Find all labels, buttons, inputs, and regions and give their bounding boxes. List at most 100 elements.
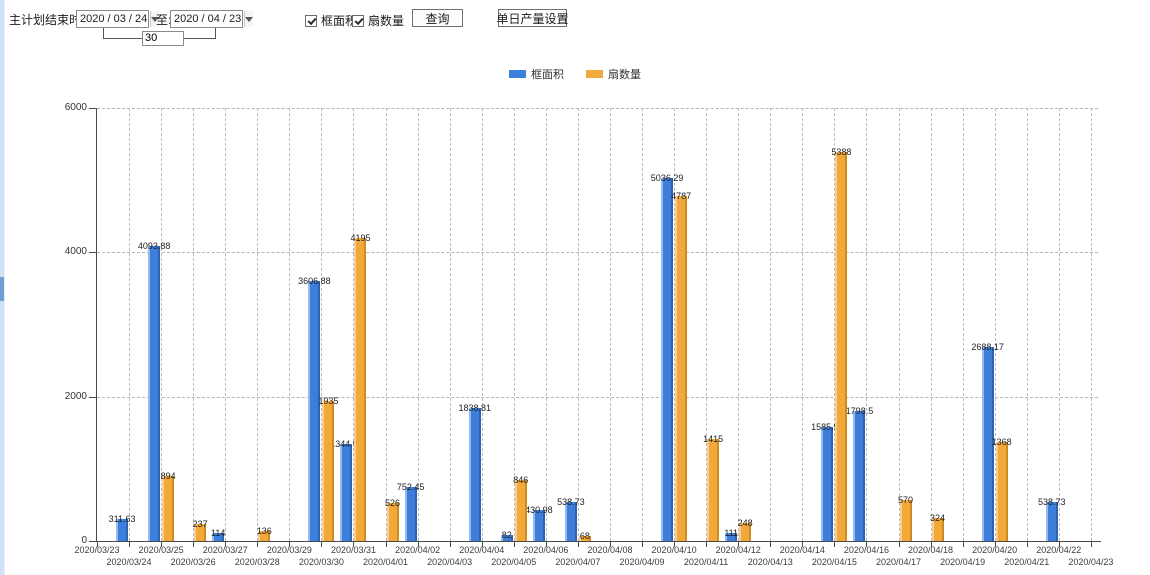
date-from-value: 2020 / 03 / 24 (80, 13, 148, 25)
query-button[interactable]: 查询 (412, 9, 463, 27)
x-axis-tick (1058, 542, 1060, 547)
bar-value-label: 1585.96 (811, 421, 844, 432)
window-left-border (0, 0, 5, 575)
gridline-vertical (642, 108, 644, 541)
bar-fan-count (739, 523, 752, 541)
x-axis-date-label: 2020/04/12 (715, 545, 761, 555)
legend-swatch-frame-area (509, 70, 526, 78)
x-axis-tick (994, 542, 996, 547)
x-axis-date-label: 2020/03/26 (170, 557, 216, 567)
chevron-down-icon (151, 16, 160, 22)
bar-value-label: 4787 (671, 190, 692, 201)
frame-area-checkbox[interactable]: 框面积 (305, 12, 357, 29)
checkbox-checked-icon[interactable] (352, 14, 364, 27)
x-axis-date-label: 2020/04/17 (875, 557, 922, 567)
date-to-combobox[interactable]: 2020 / 04 / 23 (170, 10, 254, 28)
bar-value-label: 5388 (831, 147, 852, 158)
bar-fan-count (931, 517, 944, 541)
bar-value-label: 1368 (991, 437, 1012, 448)
interval-connector-line (103, 38, 142, 39)
x-axis-date-label: 2020/04/05 (491, 557, 537, 567)
bar-value-label: 430.98 (525, 504, 553, 515)
x-axis-tick (97, 542, 98, 547)
bar-value-label: 894 (160, 471, 176, 482)
bar-frame-area (308, 280, 321, 541)
bar-fan-count (194, 523, 207, 541)
x-axis-tick (834, 542, 836, 547)
bar-value-label: 311.63 (108, 513, 136, 524)
legend-item-frame-area: 框面积 (509, 66, 564, 82)
y-axis-tick (89, 252, 96, 254)
bar-frame-area (821, 426, 834, 541)
gridline-vertical (866, 108, 868, 541)
date-to-dropdown-button[interactable] (244, 11, 254, 27)
bar-frame-area (725, 532, 738, 541)
x-axis-date-label: 2020/04/07 (555, 557, 601, 567)
x-axis-tick (481, 542, 483, 547)
x-axis-tick (545, 542, 547, 547)
x-axis-date-label: 2020/04/13 (747, 557, 793, 567)
bar-value-label: 4093.88 (137, 240, 171, 251)
bar-value-label: 526 (385, 498, 401, 509)
y-axis-tick-label: 2000 (64, 390, 87, 402)
y-axis-tick-label: 6000 (64, 102, 87, 113)
checkbox-checked-icon[interactable] (305, 14, 317, 27)
x-axis-tick (417, 542, 419, 547)
x-axis-tick (321, 542, 323, 547)
bar-value-label: 114 (211, 527, 226, 538)
bar-frame-area (1045, 502, 1058, 541)
bar-value-label: 136 (256, 526, 272, 537)
x-axis-tick (642, 542, 644, 547)
bar-value-label: 3606.88 (298, 275, 331, 286)
bar-fan-count (322, 401, 335, 541)
x-axis-tick (674, 542, 676, 547)
date-from-combobox[interactable]: 2020 / 03 / 24 (76, 10, 160, 28)
gridline-vertical (385, 108, 387, 541)
date-from-dropdown-button[interactable] (150, 11, 160, 27)
gridline-vertical (1090, 108, 1092, 541)
x-axis-date-label: 2020/03/23 (74, 545, 120, 555)
gridline-vertical (962, 108, 964, 541)
interval-days-input[interactable] (142, 31, 184, 46)
bar-frame-area (148, 245, 161, 541)
interval-connector-line (103, 28, 104, 39)
bar-fan-count (675, 195, 688, 541)
x-axis (96, 541, 1101, 542)
x-axis-date-label: 2020/03/27 (202, 545, 248, 555)
gridline-vertical (738, 108, 740, 541)
x-axis-date-label: 2020/03/30 (298, 557, 344, 567)
legend-item-fan-count: 扇数量 (586, 66, 641, 82)
x-axis-tick (449, 542, 451, 547)
x-axis-date-label: 2020/04/06 (523, 545, 569, 555)
bar-value-label: 1798.5 (845, 406, 874, 417)
x-axis-tick (706, 542, 708, 547)
gridline-vertical (321, 108, 323, 541)
x-axis-date-label: 2020/04/09 (619, 557, 665, 567)
gridline-vertical (706, 108, 708, 541)
bar-fan-count (995, 442, 1008, 541)
gridline-vertical (353, 108, 355, 541)
x-axis-date-label: 2020/04/14 (779, 545, 825, 555)
x-axis-tick (513, 542, 515, 547)
gridline-horizontal (97, 108, 1098, 109)
x-axis-tick (289, 542, 291, 547)
y-axis-tick (89, 541, 96, 542)
bar-fan-count (835, 152, 848, 541)
to-label: 至: (156, 13, 172, 27)
daily-output-settings-button[interactable]: 单日产量设置 (497, 9, 569, 27)
gridline-vertical (417, 108, 419, 541)
fan-count-checkbox[interactable]: 扇数量 (352, 12, 404, 29)
bar-value-label: 1838.81 (458, 403, 491, 414)
legend-label-fan-count: 扇数量 (608, 69, 641, 81)
x-axis-date-label: 2020/04/22 (1036, 545, 1082, 555)
bar-value-label: 1344.95 (330, 438, 363, 449)
y-axis-tick-label: 0 (81, 535, 87, 546)
gridline-vertical (257, 108, 259, 541)
x-axis-tick (161, 542, 163, 547)
bar-value-label: 4195 (350, 233, 371, 244)
gridline-vertical (577, 108, 579, 541)
bar-fan-count (707, 438, 720, 541)
bar-fan-count (514, 479, 527, 541)
x-axis-tick (385, 542, 387, 547)
